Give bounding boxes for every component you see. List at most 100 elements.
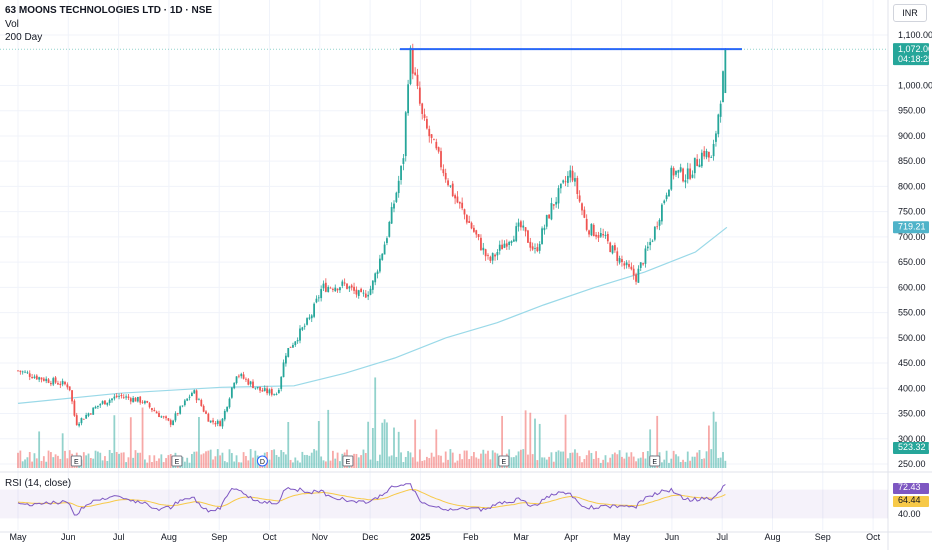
- candle-body: [670, 167, 673, 190]
- candle-body: [256, 386, 259, 388]
- volume-bar: [299, 462, 301, 468]
- candle-body: [531, 246, 534, 250]
- candle-body: [320, 289, 323, 299]
- candle-body: [682, 168, 684, 182]
- marker-shape: [498, 455, 510, 467]
- candles: [17, 43, 727, 429]
- volume-bar: [418, 449, 421, 468]
- price-tick-label: 900.00: [898, 131, 926, 141]
- volume-bar: [423, 460, 426, 468]
- volume-bar: [315, 450, 318, 468]
- volume-bar: [59, 458, 62, 468]
- volume-bar: [663, 459, 666, 468]
- volume-bar: [21, 461, 24, 468]
- volume-bar: [409, 452, 412, 468]
- candle-body: [238, 375, 240, 377]
- volume-bar: [45, 461, 48, 468]
- volume-bar: [87, 453, 90, 468]
- volume-bar: [557, 450, 560, 468]
- candle-body: [487, 255, 489, 256]
- volume-bar: [207, 450, 210, 468]
- chart-title[interactable]: 63 MOONS TECHNOLOGIES LTD · 1D · NSE: [5, 5, 213, 16]
- volume-bar: [334, 458, 337, 468]
- volume-bar: [97, 451, 99, 468]
- volume-bar: [703, 458, 706, 468]
- candle-body: [64, 381, 66, 385]
- candle-body: [200, 399, 203, 406]
- volume-bar: [167, 455, 170, 468]
- rsi-legend[interactable]: RSI (14, close): [5, 478, 72, 489]
- volume-bar: [33, 453, 36, 468]
- volume-bar: [289, 459, 292, 468]
- volume-bar: [468, 459, 471, 468]
- currency-button[interactable]: INR: [893, 4, 927, 22]
- candle-body: [520, 221, 522, 228]
- candle-body: [381, 253, 384, 260]
- candle-body: [310, 315, 313, 319]
- volume-bar: [52, 457, 55, 468]
- ma-legend[interactable]: 200 Day: [5, 32, 43, 43]
- candle-body: [92, 407, 95, 415]
- candle-body: [409, 47, 412, 84]
- price-tick-label: 250.00: [898, 459, 926, 469]
- candle-body: [353, 286, 355, 291]
- volume-bar: [404, 456, 407, 468]
- volume-bar: [28, 451, 31, 468]
- candle-body: [240, 373, 243, 377]
- volume-legend[interactable]: Vol: [5, 19, 19, 30]
- candle-body: [545, 215, 548, 227]
- volume-bar: [602, 459, 605, 468]
- candle-body: [602, 233, 605, 236]
- candle-body: [529, 241, 532, 248]
- price-tick-label: 700.00: [898, 232, 926, 242]
- volume-bar: [188, 462, 191, 468]
- candle-body: [700, 152, 703, 167]
- candle-body: [614, 245, 616, 251]
- candle-body: [703, 150, 706, 157]
- rsi-line: [17, 483, 726, 516]
- volume-bar: [40, 460, 43, 468]
- candle-body: [75, 415, 78, 426]
- volume-bar: [341, 453, 344, 468]
- volume-value-label-bg: [893, 442, 929, 454]
- volume-bar: [202, 453, 205, 468]
- time-tick-label: Mar: [513, 532, 529, 542]
- candle-body: [313, 303, 315, 317]
- volume-bar: [68, 450, 71, 468]
- candle-body: [623, 263, 626, 266]
- volume-bar: [26, 457, 29, 468]
- volume-bar: [496, 453, 499, 468]
- volume-bar: [475, 457, 478, 468]
- earnings-marker: E: [70, 455, 82, 467]
- candle-body: [360, 288, 362, 293]
- candle-body: [651, 240, 654, 242]
- volume-bar: [273, 449, 276, 468]
- candle-body: [151, 408, 153, 411]
- price-tick-label: 600.00: [898, 282, 926, 292]
- time-tick-label: Sep: [211, 532, 227, 542]
- candle-body: [661, 204, 663, 222]
- volume-bar: [313, 449, 315, 468]
- candle-body: [581, 203, 583, 211]
- volume-bar: [233, 461, 236, 468]
- volume-bar: [57, 455, 59, 468]
- candle-body: [339, 287, 341, 291]
- candle-body: [24, 371, 26, 373]
- volume-bar: [670, 458, 673, 468]
- volume-bar: [440, 455, 442, 468]
- candle-body: [564, 181, 567, 183]
- candle-body: [637, 268, 640, 283]
- candle-body: [543, 227, 546, 231]
- volume-bar: [332, 450, 334, 468]
- volume-bar: [421, 460, 424, 468]
- volume-bar: [230, 453, 233, 468]
- volume-bar: [477, 458, 480, 468]
- rsi-level-label: 40.00: [898, 509, 921, 519]
- volume-bar: [125, 462, 127, 468]
- candle-body: [181, 405, 184, 407]
- candle-body: [583, 209, 586, 218]
- volume-bar: [336, 452, 339, 468]
- candle-body: [590, 223, 593, 236]
